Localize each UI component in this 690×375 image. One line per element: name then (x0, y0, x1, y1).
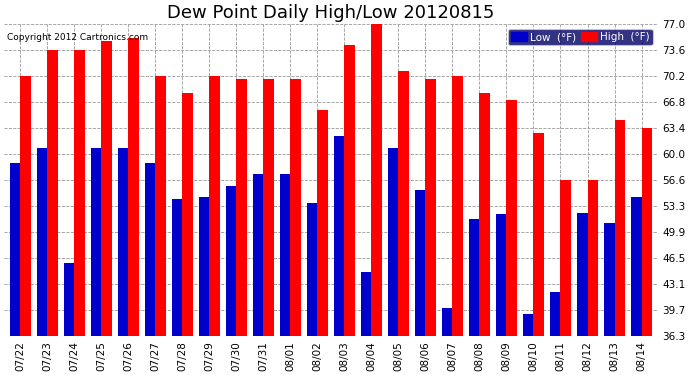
Bar (145, 164, 155, 336)
Bar (48, 50, 58, 336)
Legend: Low  (°F), High  (°F): Low (°F), High (°F) (508, 29, 653, 45)
Title: Dew Point Daily High/Low 20120815: Dew Point Daily High/Low 20120815 (167, 4, 495, 22)
Bar (172, 199, 182, 336)
Bar (506, 100, 517, 336)
Bar (334, 136, 344, 336)
Bar (91, 148, 101, 336)
Bar (10, 164, 21, 336)
Bar (604, 223, 615, 336)
Bar (523, 314, 533, 336)
Bar (371, 24, 382, 336)
Bar (426, 79, 435, 336)
Bar (253, 174, 264, 336)
Bar (560, 180, 571, 336)
Bar (101, 40, 112, 336)
Bar (388, 148, 398, 336)
Bar (453, 76, 463, 336)
Bar (307, 203, 317, 336)
Bar (415, 189, 426, 336)
Bar (361, 272, 371, 336)
Bar (264, 79, 274, 336)
Bar (210, 76, 219, 336)
Bar (128, 38, 139, 336)
Bar (226, 186, 237, 336)
Bar (317, 110, 328, 336)
Bar (480, 93, 490, 336)
Text: Copyright 2012 Cartronics.com: Copyright 2012 Cartronics.com (8, 33, 148, 42)
Bar (587, 180, 598, 336)
Bar (290, 79, 301, 336)
Bar (199, 197, 210, 336)
Bar (550, 292, 560, 336)
Bar (344, 45, 355, 336)
Bar (442, 308, 453, 336)
Bar (21, 76, 30, 336)
Bar (615, 120, 624, 336)
Bar (118, 148, 128, 336)
Bar (155, 76, 166, 336)
Bar (631, 197, 642, 336)
Bar (642, 128, 652, 336)
Bar (280, 174, 290, 336)
Bar (496, 214, 506, 336)
Bar (37, 148, 48, 336)
Bar (64, 263, 75, 336)
Bar (578, 213, 587, 336)
Bar (75, 50, 85, 336)
Bar (182, 93, 193, 336)
Bar (533, 133, 544, 336)
Bar (469, 219, 480, 336)
Bar (398, 71, 408, 336)
Bar (237, 79, 247, 336)
